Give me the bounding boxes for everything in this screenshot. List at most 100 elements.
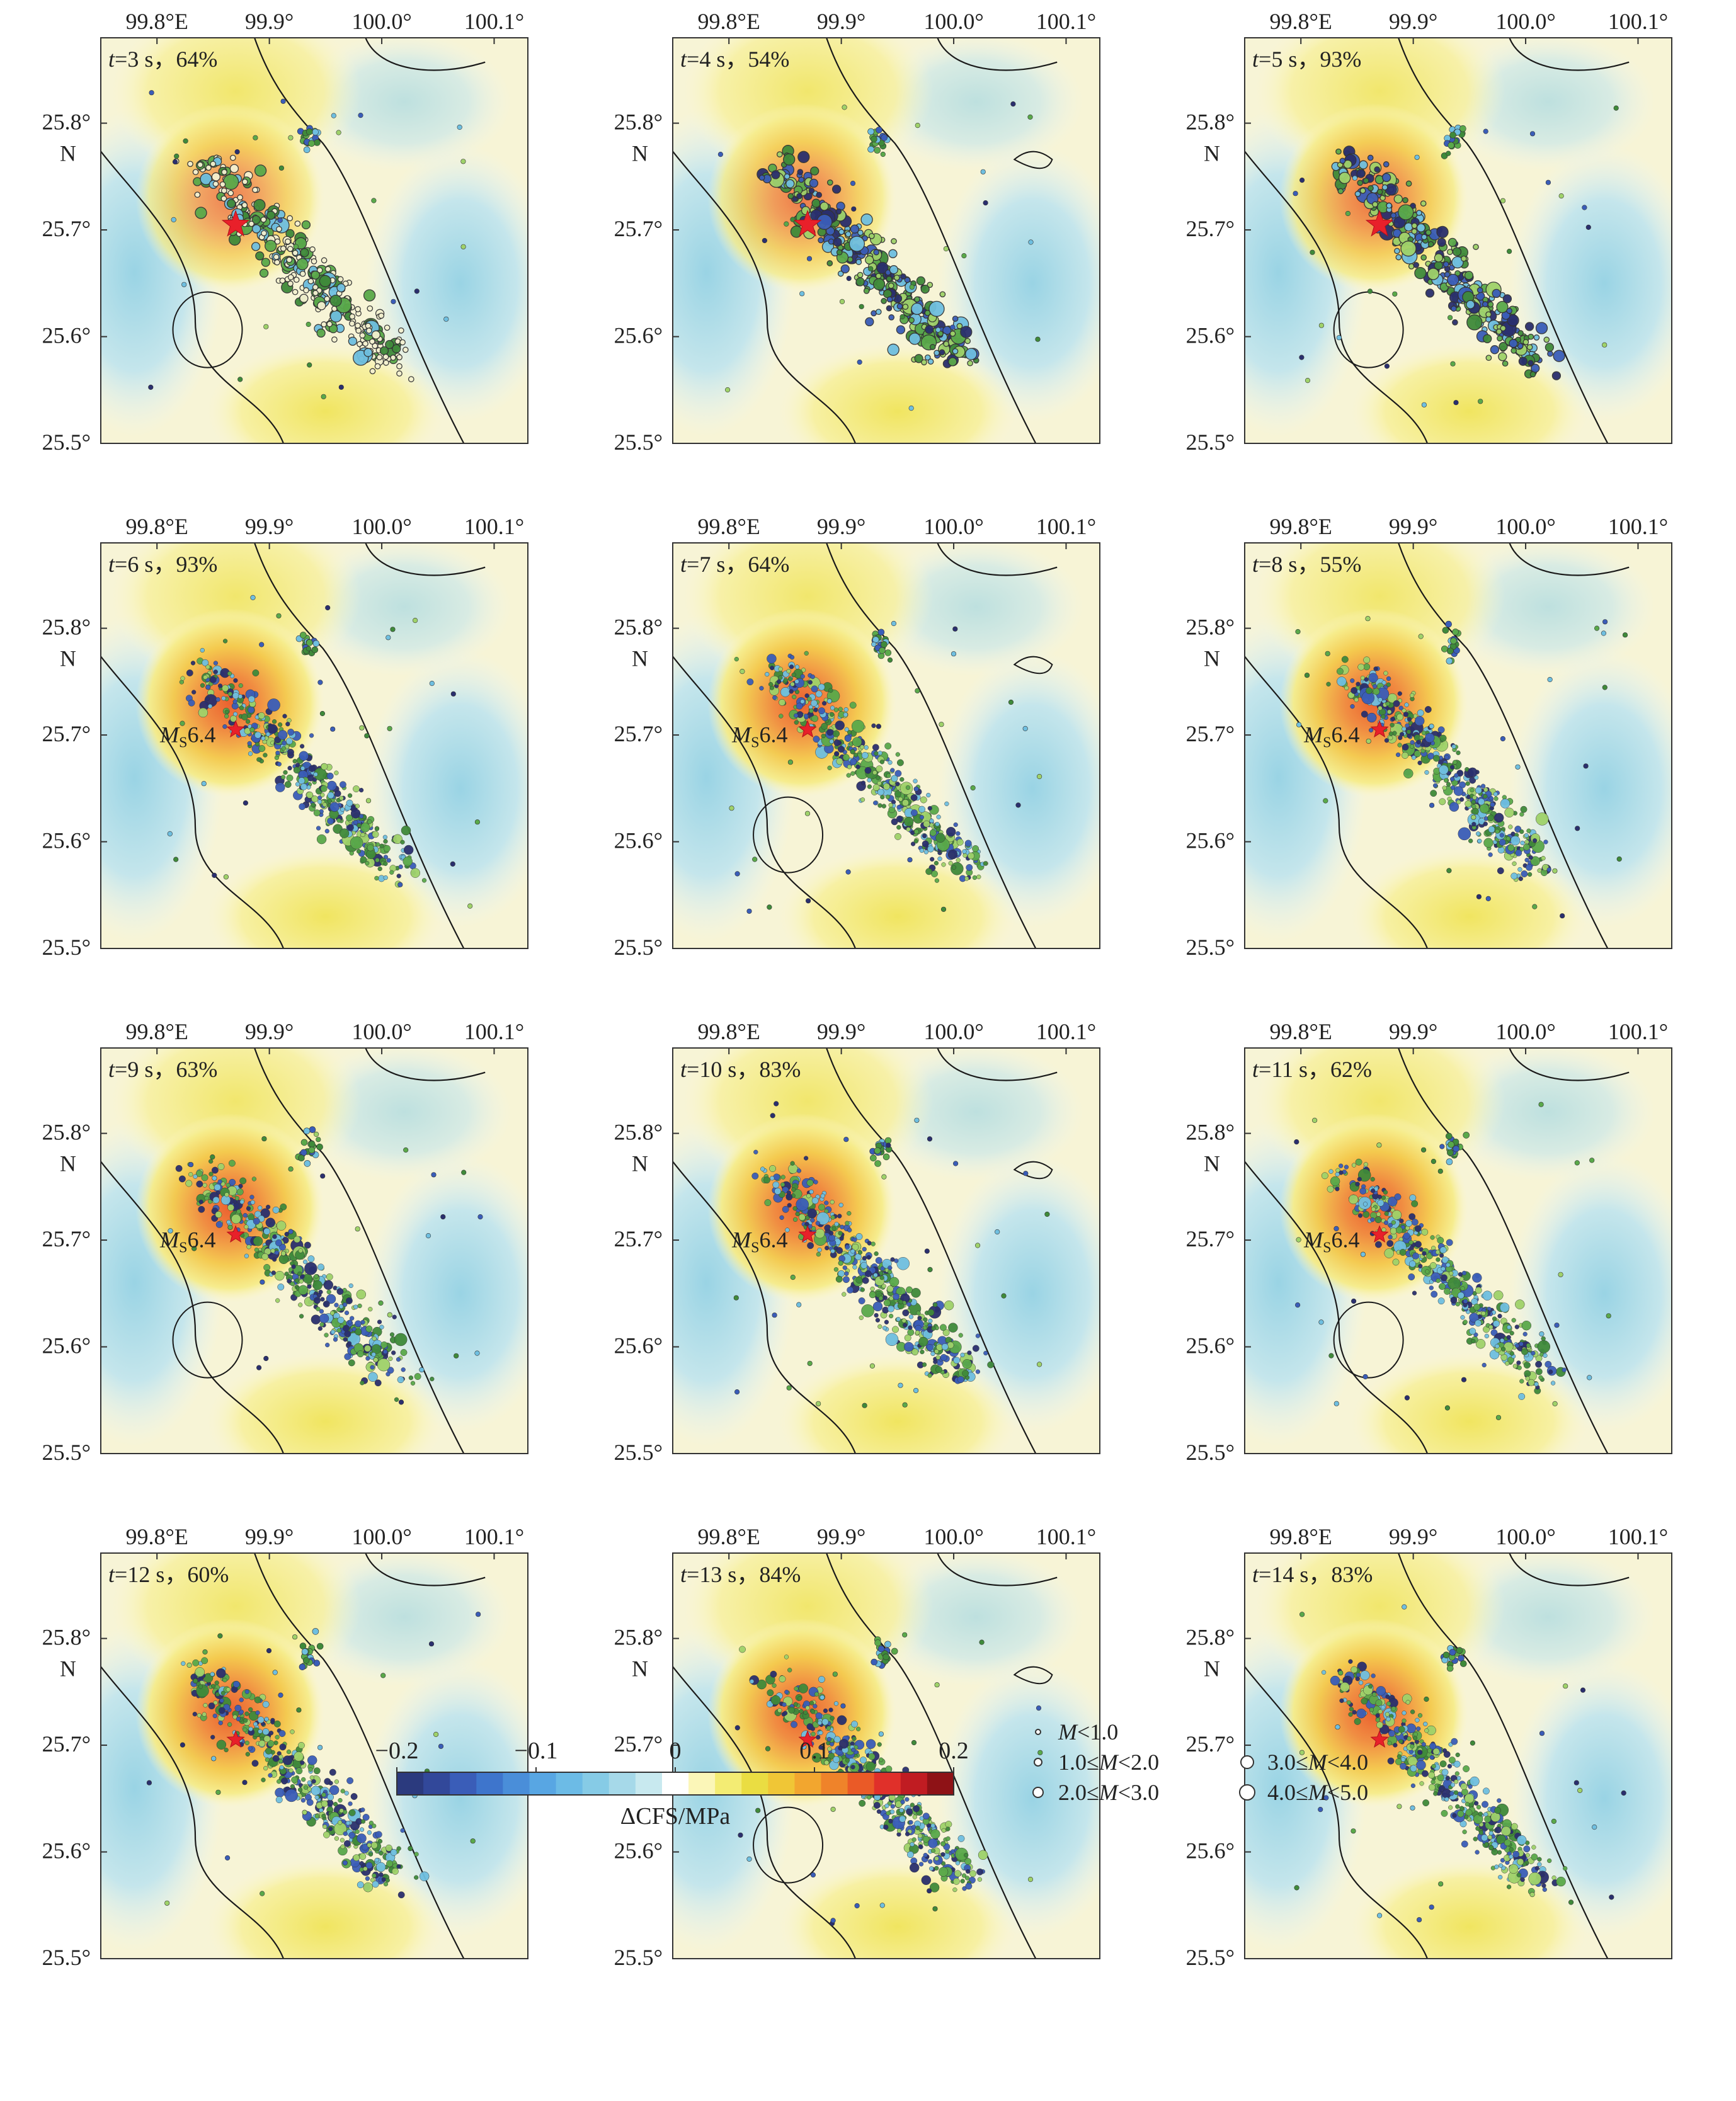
earthquake-point [292, 1634, 298, 1640]
earthquake-point [202, 659, 209, 666]
earthquake-point [460, 159, 466, 164]
earthquake-point [396, 354, 403, 361]
earthquake-point [945, 1836, 951, 1842]
lat-tick-label: 25.6° [1186, 323, 1235, 348]
earthquake-point [319, 1309, 324, 1314]
earthquake-point [317, 1745, 323, 1750]
earthquake-point [1478, 798, 1485, 806]
earthquake-point [244, 1224, 249, 1229]
lon-tick-label: 99.8°E [698, 9, 760, 34]
earthquake-point [167, 831, 173, 837]
earthquake-point [888, 282, 894, 289]
earthquake-point [888, 760, 893, 765]
earthquake-point [869, 232, 875, 239]
earthquake-point [391, 1350, 396, 1355]
earthquake-point [920, 284, 930, 294]
earthquake-point [867, 128, 874, 135]
earthquake-point [1514, 1343, 1520, 1348]
earthquake-point [1318, 1319, 1324, 1325]
earthquake-point [1553, 350, 1565, 362]
earthquake-point [198, 1684, 203, 1689]
earthquake-point [408, 1846, 413, 1852]
earthquake-point [299, 1278, 304, 1284]
earthquake-point [1448, 1141, 1455, 1148]
lon-tick-label: 99.9° [245, 1019, 294, 1044]
earthquake-point [1385, 701, 1390, 707]
earthquake-point [251, 1760, 259, 1767]
earthquake-point [944, 1300, 954, 1311]
earthquake-point [902, 1309, 910, 1317]
earthquake-point [248, 751, 253, 756]
earthquake-point [1485, 355, 1492, 362]
earthquake-point [396, 1357, 401, 1362]
earthquake-point [1022, 726, 1028, 732]
earthquake-point [1469, 1312, 1479, 1323]
earthquake-point [1538, 1102, 1544, 1107]
earthquake-point [277, 730, 288, 740]
earthquake-point [869, 1291, 876, 1299]
earthquake-point [238, 1183, 243, 1188]
earthquake-point [923, 1317, 928, 1322]
earthquake-point [804, 693, 809, 698]
earthquake-point [794, 713, 799, 718]
earthquake-point [355, 1226, 360, 1232]
earthquake-point [321, 1813, 326, 1819]
earthquake-point [881, 1174, 887, 1180]
earthquake-point [1439, 734, 1447, 742]
earthquake-point [881, 1284, 886, 1289]
earthquake-point [1378, 705, 1383, 711]
earthquake-point [1339, 1163, 1344, 1168]
earthquake-point [746, 678, 754, 686]
earthquake-point [1410, 740, 1415, 745]
earthquake-point [400, 1349, 408, 1356]
earthquake-point [1493, 796, 1499, 801]
earthquake-point [843, 707, 848, 712]
earthquake-point [1453, 400, 1459, 406]
earthquake-point [188, 1162, 194, 1168]
earthquake-point [1585, 224, 1591, 231]
earthquake-point [1498, 352, 1507, 362]
earthquake-point [1395, 254, 1402, 261]
earthquake-point [987, 1361, 995, 1369]
earthquake-point [254, 731, 261, 739]
earthquake-point [935, 327, 941, 333]
earthquake-point [1529, 131, 1536, 137]
earthquake-point [164, 1900, 170, 1906]
earthquake-point [1391, 1210, 1402, 1220]
earthquake-point [253, 1721, 258, 1727]
earthquake-point [286, 774, 294, 782]
earthquake-point [921, 1875, 932, 1886]
earthquake-point [770, 1113, 775, 1119]
earthquake-point [1392, 291, 1398, 297]
earthquake-point [377, 1838, 383, 1844]
earthquake-point [309, 1775, 314, 1780]
earthquake-point [847, 1227, 852, 1233]
earthquake-point [903, 1323, 908, 1328]
earthquake-point [872, 1301, 883, 1312]
earthquake-point [1466, 314, 1483, 331]
earthquake-point [734, 1389, 740, 1395]
lon-tick-label: 100.1° [1608, 1019, 1668, 1044]
earthquake-point [1589, 1158, 1595, 1163]
earthquake-point [910, 809, 918, 817]
earthquake-point [760, 1166, 765, 1171]
earthquake-point [835, 208, 842, 215]
earthquake-point [796, 1198, 809, 1211]
earthquake-point [790, 1161, 795, 1166]
earthquake-point [896, 325, 906, 334]
earthquake-point [1356, 681, 1361, 686]
earthquake-point [1357, 1213, 1363, 1218]
earthquake-point [811, 685, 818, 693]
earthquake-point [299, 1663, 306, 1671]
earthquake-point [929, 829, 937, 836]
earthquake-point [198, 1199, 203, 1205]
earthquake-point [942, 326, 952, 335]
earthquake-point [1520, 840, 1525, 846]
earthquake-point [861, 1304, 874, 1318]
earthquake-point [881, 641, 888, 648]
earthquake-point [399, 339, 406, 346]
earthquake-point [299, 293, 309, 303]
earthquake-point [349, 851, 354, 856]
earthquake-point [1396, 714, 1403, 720]
earthquake-point [313, 772, 318, 777]
